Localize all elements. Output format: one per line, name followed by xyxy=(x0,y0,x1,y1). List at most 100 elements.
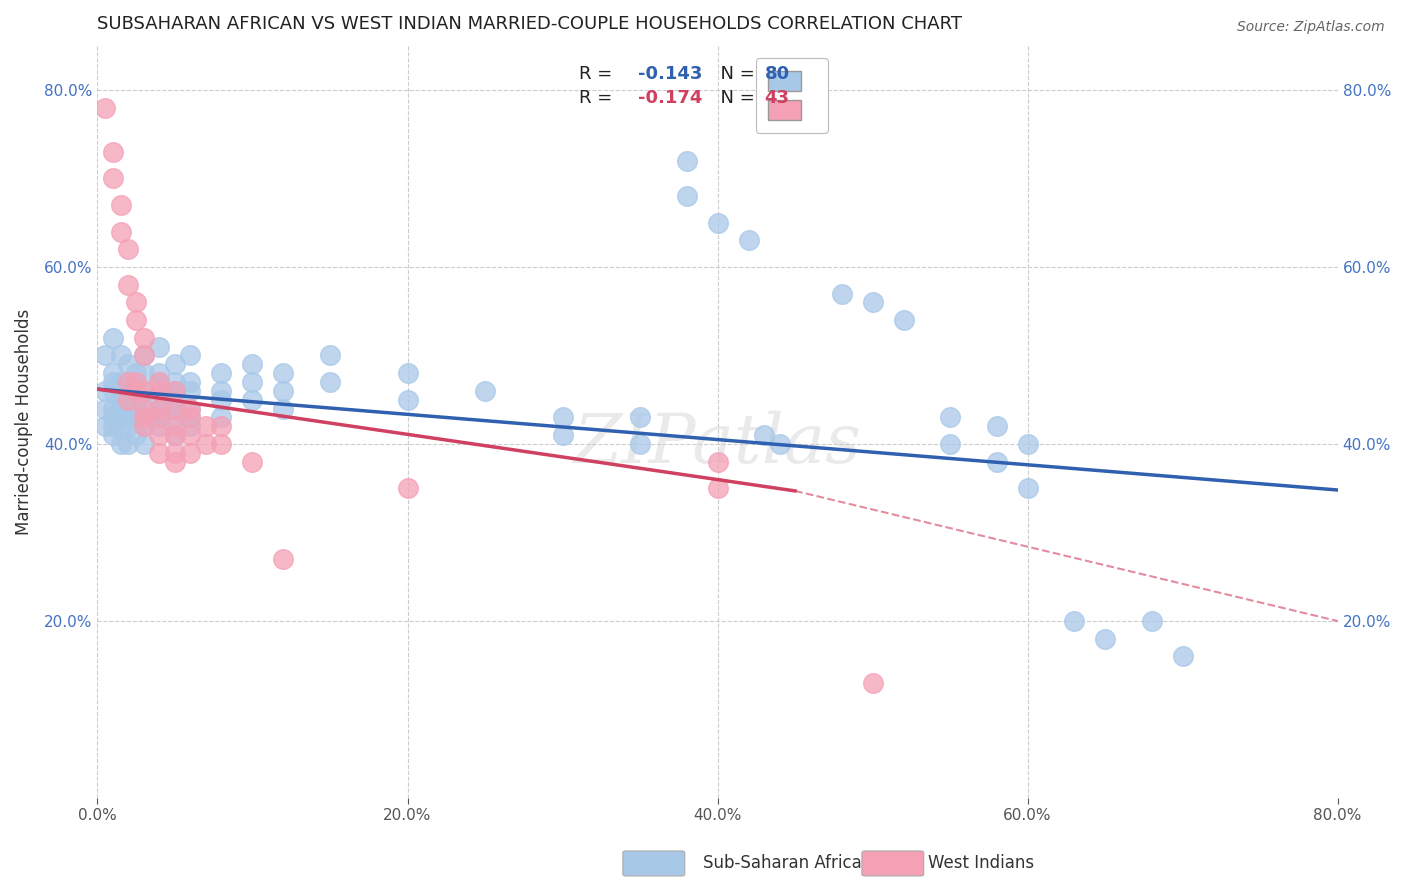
Point xyxy=(101,401,124,416)
Point xyxy=(117,242,139,256)
Point xyxy=(101,145,124,159)
Point xyxy=(132,384,155,398)
Point xyxy=(125,313,148,327)
Point xyxy=(125,375,148,389)
Point xyxy=(101,331,124,345)
Point xyxy=(551,410,574,425)
Point xyxy=(110,349,132,363)
Point xyxy=(125,366,148,380)
Point xyxy=(132,437,155,451)
Point xyxy=(148,375,170,389)
Y-axis label: Married-couple Households: Married-couple Households xyxy=(15,309,32,535)
Text: 80: 80 xyxy=(765,65,790,83)
Point xyxy=(163,375,186,389)
Point xyxy=(101,171,124,186)
Point xyxy=(195,419,218,434)
Point xyxy=(211,437,233,451)
Point xyxy=(148,401,170,416)
Point xyxy=(94,419,117,434)
Point xyxy=(893,313,915,327)
Point xyxy=(273,384,295,398)
Point xyxy=(179,401,201,416)
Point xyxy=(179,446,201,460)
Point xyxy=(110,384,132,398)
Point xyxy=(628,437,651,451)
Point xyxy=(148,410,170,425)
Point xyxy=(211,419,233,434)
Point xyxy=(163,446,186,460)
Point xyxy=(396,481,419,495)
Text: N =: N = xyxy=(709,65,761,83)
Text: R =: R = xyxy=(579,65,617,83)
Point xyxy=(101,375,124,389)
Point xyxy=(163,455,186,469)
Point xyxy=(273,366,295,380)
Point xyxy=(132,401,155,416)
Point xyxy=(163,428,186,442)
Point xyxy=(939,410,962,425)
Point xyxy=(101,384,124,398)
Text: N =: N = xyxy=(709,89,761,107)
Point xyxy=(211,392,233,407)
Point xyxy=(163,357,186,371)
Point xyxy=(628,410,651,425)
Point xyxy=(163,401,186,416)
Point xyxy=(706,216,728,230)
Point xyxy=(132,419,155,434)
Point xyxy=(94,101,117,115)
Point xyxy=(831,286,853,301)
Point xyxy=(117,277,139,292)
Text: Source: ZipAtlas.com: Source: ZipAtlas.com xyxy=(1237,20,1385,34)
Point xyxy=(148,410,170,425)
Point xyxy=(396,366,419,380)
Text: ZIPatlas: ZIPatlas xyxy=(574,411,862,478)
Text: R =: R = xyxy=(579,89,617,107)
Point xyxy=(939,437,962,451)
Point xyxy=(148,428,170,442)
Point xyxy=(211,410,233,425)
Point xyxy=(179,349,201,363)
Point xyxy=(110,410,132,425)
Point xyxy=(110,437,132,451)
Point xyxy=(148,375,170,389)
Point xyxy=(179,428,201,442)
Point xyxy=(242,357,264,371)
Point xyxy=(148,366,170,380)
Point xyxy=(117,410,139,425)
Point xyxy=(94,384,117,398)
Text: 43: 43 xyxy=(765,89,790,107)
Point xyxy=(125,410,148,425)
Point xyxy=(675,189,697,203)
Point xyxy=(117,384,139,398)
Point xyxy=(211,366,233,380)
Point xyxy=(986,455,1008,469)
Point xyxy=(101,428,124,442)
Point xyxy=(211,384,233,398)
Point xyxy=(1094,632,1116,646)
Point xyxy=(132,401,155,416)
Point xyxy=(117,419,139,434)
Text: -0.174: -0.174 xyxy=(638,89,703,107)
Point xyxy=(273,401,295,416)
Point xyxy=(117,375,139,389)
Point xyxy=(125,428,148,442)
Point xyxy=(148,401,170,416)
Point xyxy=(319,349,342,363)
Point xyxy=(752,428,775,442)
Point xyxy=(132,410,155,425)
Point xyxy=(179,384,201,398)
Point xyxy=(242,392,264,407)
Point xyxy=(125,401,148,416)
Point xyxy=(1171,649,1194,664)
Point xyxy=(163,401,186,416)
Point xyxy=(132,419,155,434)
Point xyxy=(1017,481,1039,495)
Point xyxy=(148,392,170,407)
Point xyxy=(163,384,186,398)
Point xyxy=(101,419,124,434)
Point xyxy=(319,375,342,389)
Point xyxy=(148,384,170,398)
Point xyxy=(179,419,201,434)
Point xyxy=(179,410,201,425)
Point xyxy=(474,384,496,398)
